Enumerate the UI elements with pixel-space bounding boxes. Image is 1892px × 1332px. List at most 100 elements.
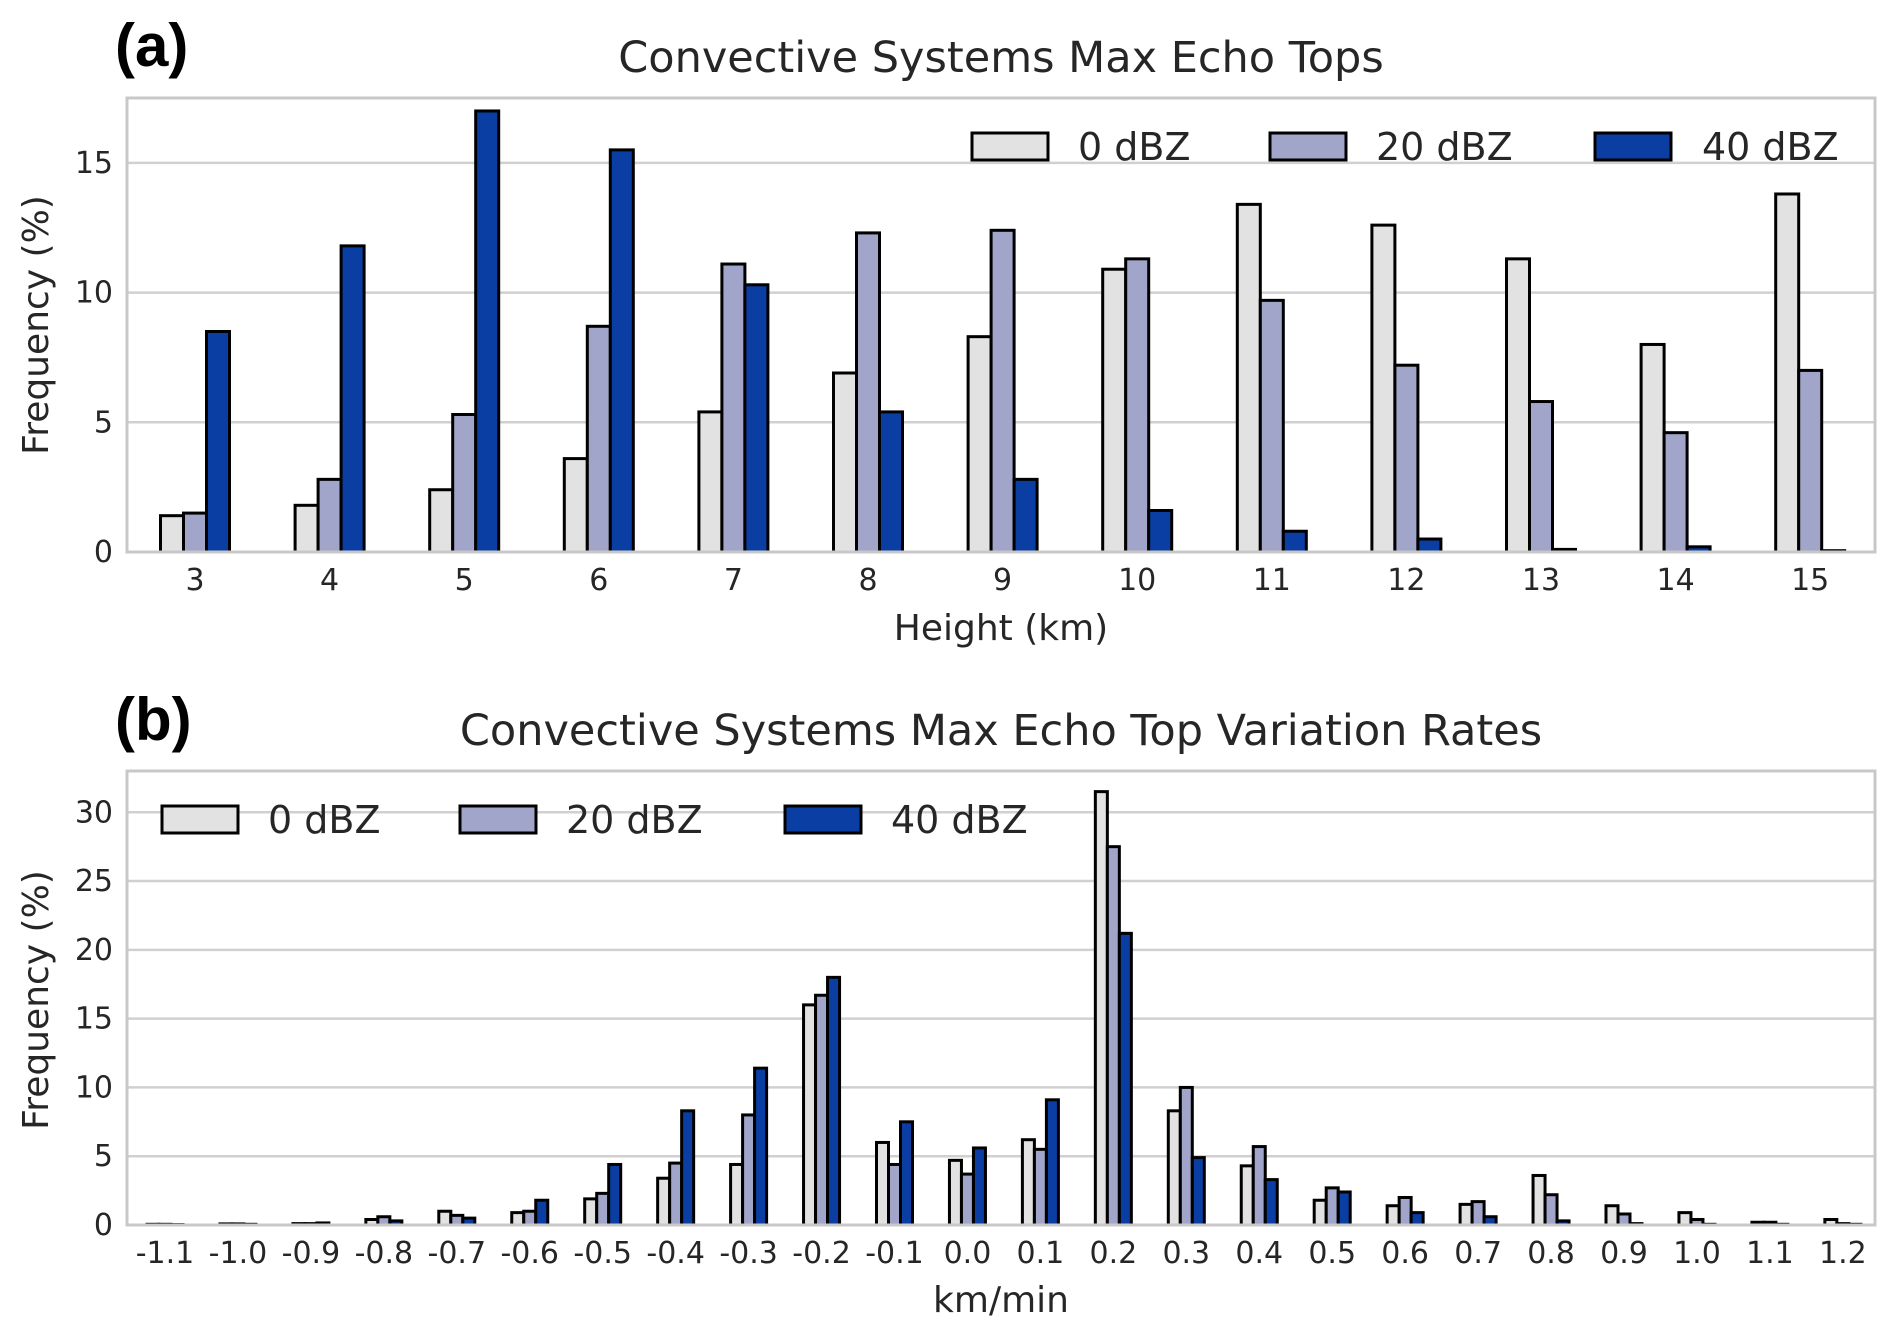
- x-tick-label: 14: [1657, 563, 1695, 598]
- bar-20dbz-11: [1258, 298, 1285, 554]
- bar-0dbz--0.1: [875, 1140, 890, 1227]
- y-tick-label: 15: [75, 146, 113, 181]
- bar-0dbz-0.3: [1166, 1109, 1182, 1227]
- x-tick-label: 0.1: [1017, 1236, 1065, 1271]
- bar-20dbz-8: [855, 231, 881, 554]
- y-tick-label: 5: [94, 405, 113, 440]
- bar-40dbz-7: [743, 283, 770, 554]
- bar-0dbz--0.5: [583, 1197, 599, 1227]
- bar-40dbz-0.1: [1044, 1098, 1060, 1227]
- x-tick-label: -0.5: [573, 1236, 632, 1271]
- bar-0dbz-6: [562, 457, 589, 554]
- x-tick-label: 0.8: [1527, 1236, 1575, 1271]
- x-tick-label: -1.1: [136, 1236, 195, 1271]
- y-tick-label: 15: [75, 1002, 113, 1037]
- x-tick-label: 13: [1522, 563, 1560, 598]
- bar-40dbz-12: [1416, 537, 1443, 554]
- x-tick-label: -0.2: [792, 1236, 851, 1271]
- x-tick-label: 12: [1387, 563, 1425, 598]
- legend-a-0dbz-swatch: [970, 131, 1050, 162]
- bar-40dbz-0.6: [1409, 1211, 1425, 1227]
- bar-40dbz-4: [339, 244, 366, 554]
- bar-40dbz-0.5: [1336, 1190, 1352, 1227]
- bar-40dbz-8: [878, 410, 904, 554]
- y-tick-label: 0: [94, 1208, 113, 1243]
- bar-20dbz-9: [989, 228, 1016, 554]
- bar-0dbz-10: [1101, 267, 1128, 554]
- bar-20dbz--0.4: [668, 1161, 684, 1227]
- x-tick-label: 3: [185, 563, 204, 598]
- bar-0dbz-14: [1639, 342, 1666, 554]
- y-tick-label: 10: [75, 1070, 113, 1105]
- panel-a-label: (a): [115, 12, 188, 79]
- panel-b-title: Convective Systems Max Echo Top Variatio…: [460, 706, 1542, 756]
- bar-20dbz-0.6: [1397, 1195, 1413, 1227]
- bar-20dbz-0.5: [1324, 1186, 1340, 1227]
- bar-40dbz-0.4: [1263, 1178, 1279, 1227]
- x-tick-label: 0.0: [944, 1236, 992, 1271]
- x-tick-label: 0.4: [1235, 1236, 1283, 1271]
- y-tick-label: 5: [94, 1139, 113, 1174]
- bar-0dbz-0.1: [1020, 1138, 1036, 1227]
- bar-40dbz-0.2: [1117, 931, 1133, 1227]
- bar-20dbz--0.3: [741, 1113, 757, 1227]
- bar-0dbz--0.6: [510, 1211, 526, 1227]
- legend-a-0dbz-label: 0 dBZ: [1078, 125, 1190, 169]
- bar-40dbz-10: [1147, 508, 1174, 554]
- x-tick-label: 0.5: [1308, 1236, 1356, 1271]
- bar-40dbz-6: [608, 148, 635, 554]
- legend-b-0dbz-swatch: [160, 804, 240, 835]
- x-tick-label: 1.2: [1819, 1236, 1867, 1271]
- legend-a-20dbz-label: 20 dBZ: [1376, 125, 1513, 169]
- bar-20dbz-6: [585, 324, 612, 554]
- bar-20dbz-0.9: [1616, 1212, 1632, 1227]
- panel-b-x-ticks: -1.1 -1.0 -0.9 -0.8 -0.7 -0.6 -0.5 -0.4 -0.3 -0.2…: [136, 1236, 1867, 1271]
- x-tick-label: -0.7: [428, 1236, 487, 1271]
- bar-0dbz--0.4: [656, 1176, 672, 1227]
- x-tick-label: 5: [455, 563, 474, 598]
- bar-0dbz-3: [159, 514, 185, 554]
- bar-40dbz--0.6: [534, 1198, 550, 1227]
- x-tick-label: -0.6: [500, 1236, 559, 1271]
- panel-a-x-axis-label: Height (km): [894, 608, 1108, 649]
- bar-40dbz--0.1: [899, 1120, 914, 1227]
- panel-a-bars: [159, 109, 1847, 554]
- legend-a-40dbz-label: 40 dBZ: [1702, 125, 1839, 169]
- bar-40dbz-9: [1012, 477, 1039, 554]
- bar-0dbz-0.0: [947, 1158, 963, 1227]
- panel-a-plot-frame: [125, 96, 1877, 554]
- bar-0dbz-7: [697, 410, 724, 554]
- bar-20dbz-5: [451, 413, 478, 554]
- legend-b-0dbz-label: 0 dBZ: [268, 798, 380, 842]
- bar-40dbz--0.4: [680, 1109, 696, 1227]
- bar-0dbz-0.4: [1239, 1164, 1255, 1227]
- bar-0dbz--0.7: [437, 1209, 453, 1227]
- y-tick-label: 30: [75, 795, 113, 830]
- panel-a-x-ticks: 3 4 5 6 7 8 9 10 11 12 13 14 15: [185, 563, 1829, 598]
- bar-40dbz-11: [1281, 529, 1308, 554]
- bar-20dbz-0.7: [1470, 1200, 1486, 1227]
- bar-20dbz-0.0: [959, 1172, 975, 1227]
- x-tick-label: -0.3: [719, 1236, 778, 1271]
- x-tick-label: 11: [1253, 563, 1291, 598]
- y-tick-label: 0: [94, 535, 113, 570]
- bar-20dbz-3: [182, 511, 208, 554]
- panel-a-y-ticks: 0 5 10 15: [75, 146, 113, 570]
- bar-20dbz-13: [1528, 400, 1554, 554]
- bar-20dbz-12: [1393, 363, 1420, 554]
- bar-40dbz-0.0: [971, 1146, 987, 1227]
- bar-0dbz--0.2: [802, 1003, 818, 1227]
- panel-b-y-ticks: 0 5 10 15 20 25 30: [75, 795, 113, 1243]
- y-tick-label: 20: [75, 933, 113, 968]
- x-tick-label: 1.0: [1673, 1236, 1721, 1271]
- x-tick-label: 8: [858, 563, 877, 598]
- bar-0dbz-0.7: [1458, 1202, 1474, 1227]
- legend-b-40dbz-label: 40 dBZ: [891, 798, 1028, 842]
- bar-20dbz--0.1: [887, 1162, 902, 1227]
- legend-b-40dbz-swatch: [783, 804, 863, 835]
- panel-a-legend: 0 dBZ 20 dBZ 40 dBZ: [970, 125, 1839, 169]
- panel-a: (a) Convective Systems Max Echo Tops 0 5 1…: [16, 12, 1877, 649]
- bar-20dbz-0.2: [1105, 845, 1121, 1227]
- x-tick-label: -1.0: [209, 1236, 268, 1271]
- panel-b-label: (b): [115, 686, 192, 753]
